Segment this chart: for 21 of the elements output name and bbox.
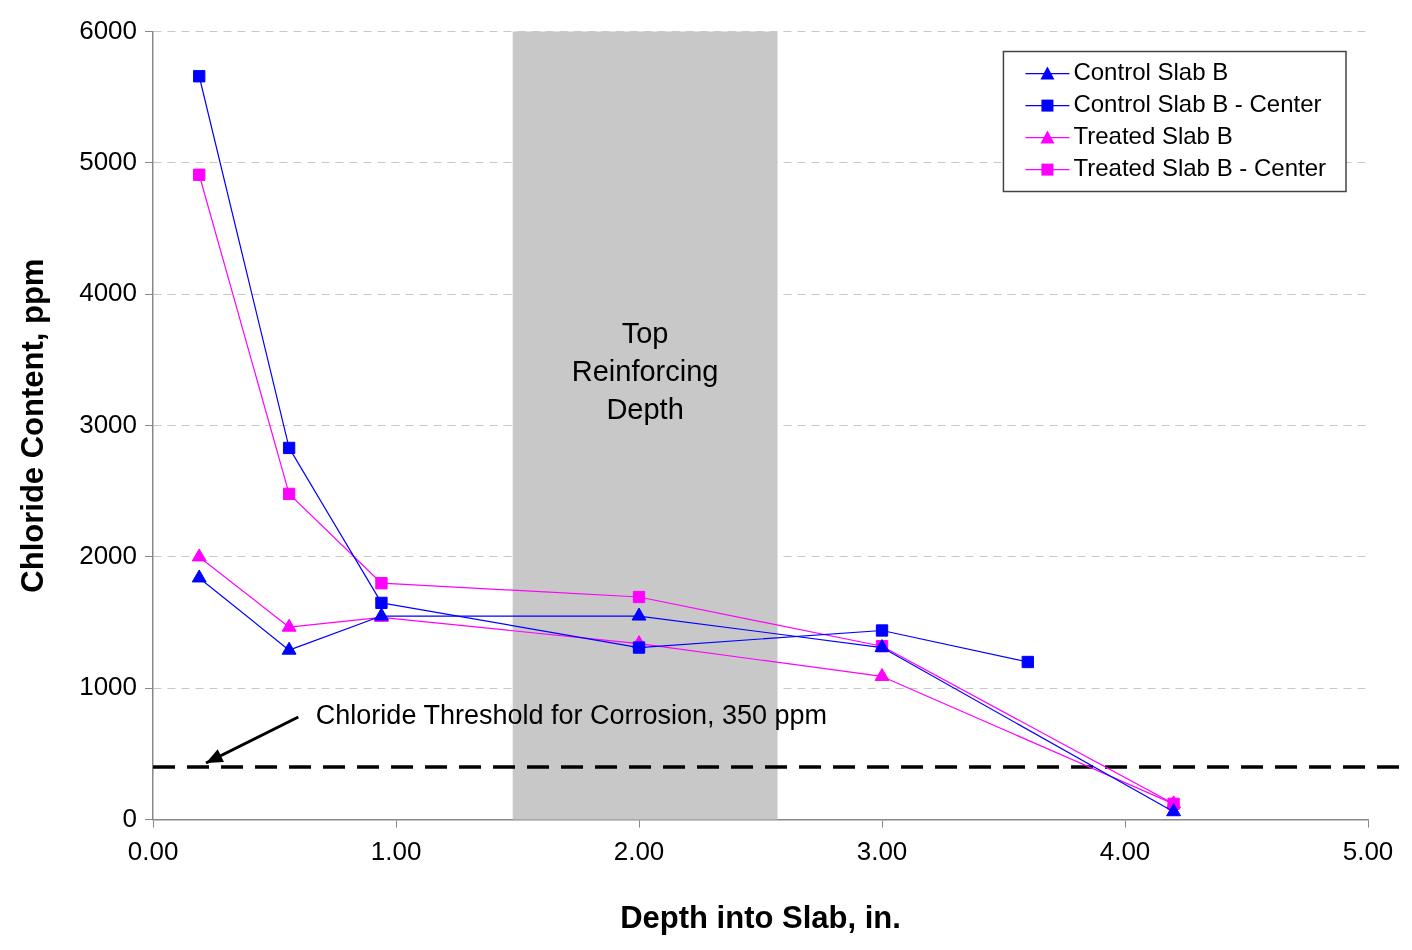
y-tick-label: 3000: [79, 408, 138, 439]
y-tick-label: 5000: [79, 146, 138, 177]
legend-label: Control Slab B - Center: [1073, 90, 1322, 118]
x-axis-title: Depth into Slab, in.: [620, 899, 901, 935]
x-tick-label: 0.00: [127, 836, 179, 867]
y-tick-label: 6000: [79, 14, 138, 45]
x-tick-label: 1.00: [370, 836, 422, 867]
y-tick-label: 1000: [79, 671, 138, 702]
x-tick-label: 3.00: [856, 836, 908, 867]
x-tick-label: 4.00: [1099, 836, 1151, 867]
x-tick-label: 2.00: [613, 836, 665, 867]
legend-label: Treated Slab B: [1073, 122, 1233, 150]
legend-label: Treated Slab B - Center: [1073, 154, 1327, 182]
legend-label: Control Slab B: [1073, 58, 1229, 86]
y-axis-title: Chloride Content, ppm: [15, 258, 51, 593]
y-tick-label: 4000: [79, 277, 138, 308]
y-tick-label: 0: [122, 802, 138, 833]
band-label: Top Reinforcing Depth: [571, 317, 719, 426]
ref-line-label: Chloride Threshold for Corrosion, 350 ppm: [315, 699, 828, 730]
y-tick-label: 2000: [79, 540, 138, 571]
x-tick-label: 5.00: [1342, 836, 1394, 867]
